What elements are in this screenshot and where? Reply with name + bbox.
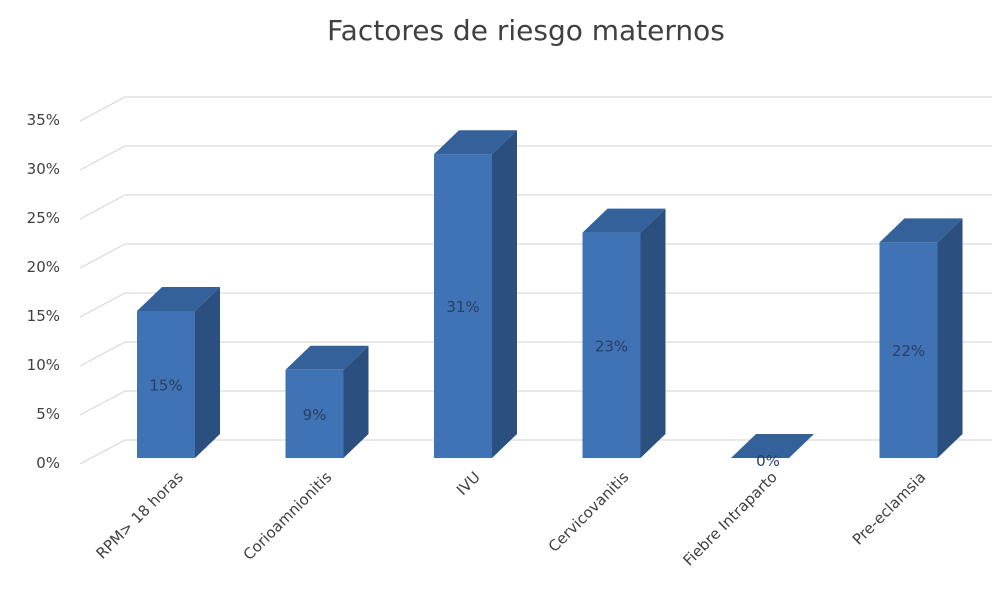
gridline bbox=[79, 96, 992, 122]
chart-title: Factores de riesgo maternos bbox=[327, 14, 725, 47]
bar bbox=[582, 208, 666, 458]
gridline bbox=[79, 439, 992, 465]
data-label: 0% bbox=[756, 452, 780, 470]
y-tick-label: 20% bbox=[27, 258, 60, 276]
y-axis-ticks: 0% 5% 10% 15% 20% 25% 30% 35% bbox=[27, 111, 60, 472]
gridline bbox=[79, 194, 992, 220]
bar-top bbox=[434, 130, 517, 155]
bar-side bbox=[937, 218, 963, 458]
bar-top bbox=[879, 218, 963, 243]
category-label: Fiebre Intraparto bbox=[679, 468, 780, 569]
bar-side bbox=[492, 130, 517, 458]
bar bbox=[434, 130, 517, 458]
category-label: RPM> 18 horas bbox=[92, 468, 187, 563]
bar-front bbox=[285, 369, 344, 458]
bar-top bbox=[137, 287, 220, 311]
bar bbox=[879, 218, 963, 458]
gridlines bbox=[79, 96, 992, 465]
bar-top bbox=[731, 434, 814, 458]
gridline bbox=[79, 243, 992, 269]
y-tick-label: 15% bbox=[27, 307, 60, 325]
bar bbox=[137, 287, 220, 458]
gridline bbox=[79, 145, 992, 171]
data-label: 22% bbox=[892, 342, 925, 360]
bar-top bbox=[285, 345, 369, 370]
data-labels: 15% 9% 31% 23% 0% 22% bbox=[149, 298, 925, 470]
y-tick-label: 35% bbox=[27, 111, 60, 129]
bar-side bbox=[195, 287, 220, 458]
bar-top bbox=[582, 208, 666, 233]
bar bbox=[285, 345, 369, 458]
data-label: 9% bbox=[303, 406, 327, 424]
bar-front bbox=[879, 242, 938, 458]
data-label: 31% bbox=[446, 298, 479, 316]
y-tick-label: 30% bbox=[27, 160, 60, 178]
category-label: Corioamnionitis bbox=[240, 468, 336, 564]
bar bbox=[731, 434, 814, 458]
data-label: 15% bbox=[149, 377, 182, 395]
bar-front bbox=[582, 232, 641, 458]
y-tick-label: 25% bbox=[27, 209, 60, 227]
bar-front bbox=[137, 311, 195, 458]
data-label: 23% bbox=[595, 337, 628, 355]
bar-front bbox=[434, 154, 492, 458]
bar-side bbox=[640, 208, 666, 458]
y-tick-label: 10% bbox=[27, 356, 60, 374]
gridline bbox=[79, 341, 992, 367]
y-tick-label: 0% bbox=[36, 454, 60, 472]
category-label: IVU bbox=[453, 468, 484, 499]
gridline bbox=[79, 390, 992, 416]
category-label: Cervicovanitis bbox=[545, 468, 633, 556]
category-label: Pre-eclamsia bbox=[849, 468, 930, 549]
bars bbox=[137, 130, 963, 458]
gridline bbox=[79, 292, 992, 318]
bar-side bbox=[343, 345, 369, 458]
x-axis-categories: RPM> 18 horas Corioamnionitis IVU Cervicova… bbox=[92, 468, 929, 570]
y-tick-label: 5% bbox=[36, 405, 60, 423]
